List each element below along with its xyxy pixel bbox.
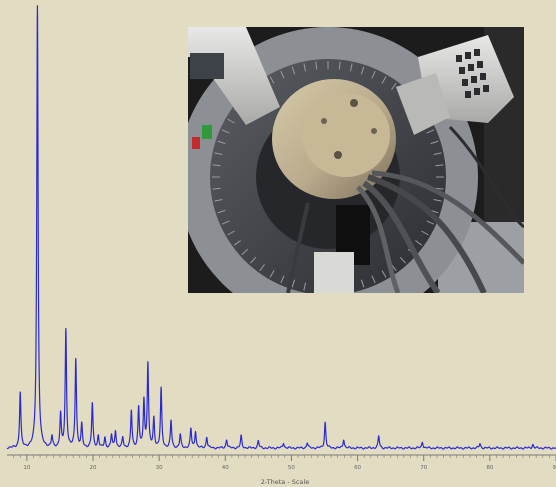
scale-tick [217, 209, 226, 214]
vent-slot [480, 73, 486, 80]
stage-cable [356, 185, 401, 293]
scale-tick [338, 61, 341, 70]
scale-tick [303, 282, 307, 291]
stage-cable [371, 170, 524, 265]
scale-tick [214, 198, 223, 202]
scale-tick [291, 279, 296, 288]
x-axis-tick-label: 40 [222, 465, 229, 471]
vent-slot [474, 49, 480, 56]
stage-cable [286, 202, 310, 293]
x-axis-tick-label: 20 [89, 465, 96, 471]
vent-slot [465, 52, 471, 59]
indicator-light [192, 137, 200, 149]
scale-tick [435, 164, 444, 167]
tube-arm [188, 27, 280, 125]
scale-tick [269, 76, 275, 84]
scale-tick [435, 187, 444, 190]
sample-stage-screw [371, 128, 377, 134]
scale-tick [371, 275, 376, 284]
scale-tick [221, 220, 230, 225]
x-axis-tick-label: 80 [486, 465, 493, 471]
detector-arm [396, 73, 450, 135]
scale-tick [250, 256, 257, 264]
vent-slot [459, 67, 465, 74]
scale-tick [421, 230, 429, 236]
scale-tick [214, 152, 223, 156]
vent-slot [465, 91, 471, 98]
scale-tick [415, 240, 423, 246]
scale-tick [269, 270, 275, 278]
scale-tick [433, 152, 442, 156]
vent-slot [483, 85, 489, 92]
diffractometer-photo [188, 27, 524, 293]
x-axis-tick-label: 70 [420, 465, 427, 471]
scale-tick [227, 118, 235, 124]
scale-tick [360, 66, 365, 75]
sample-stage-screw [334, 151, 342, 159]
scale-tick [315, 61, 318, 70]
scale-tick [391, 82, 397, 90]
x-axis-label: 2-Theta - Scale [261, 478, 309, 486]
scale-tick [433, 198, 442, 202]
x-axis-tick-label: 60 [354, 465, 361, 471]
scale-tick [399, 256, 406, 264]
stage-cable [367, 174, 487, 293]
vent-slot [474, 88, 480, 95]
scale-tick [217, 140, 226, 145]
vent-slot [462, 79, 468, 86]
detector-cable [448, 125, 524, 229]
scale-tick [280, 70, 285, 79]
scale-tick [212, 164, 221, 167]
scale-tick [426, 129, 435, 134]
sample-stage-screw [321, 118, 327, 124]
x-axis-tick-label: 50 [288, 465, 295, 471]
scale-tick [349, 63, 353, 72]
scale-tick [381, 270, 387, 278]
scale-tick [360, 279, 365, 288]
sample-stage-face [302, 93, 390, 177]
x-axis-tick-label: 10 [23, 465, 30, 471]
scale-tick [426, 220, 435, 225]
stage-cable [362, 180, 441, 293]
vent-slot [468, 64, 474, 71]
scale-tick [371, 70, 376, 79]
tube-label-panel [190, 53, 224, 79]
scale-tick [381, 76, 387, 84]
scale-tick [227, 230, 235, 236]
scale-tick [430, 140, 439, 145]
scale-tick [241, 248, 249, 255]
scale-tick [233, 240, 241, 246]
scale-tick [212, 187, 221, 190]
vent-slot [477, 61, 483, 68]
x-axis-tick-label: 90 [553, 465, 556, 471]
detector-vent-grille [456, 49, 489, 98]
vent-slot [471, 76, 477, 83]
scale-tick [280, 275, 285, 284]
scale-tick [259, 264, 265, 272]
indicator-light [202, 125, 212, 139]
scale-tick [303, 63, 307, 72]
scale-tick [291, 66, 296, 75]
mount-block-lower [314, 252, 354, 293]
x-axis-tick-label: 30 [156, 465, 163, 471]
vent-slot [456, 55, 462, 62]
scale-tick [221, 129, 230, 134]
x-axis-ticks: 10 20 30 40 50 60 70 80 90 [13, 455, 556, 471]
sample-stage-screw [350, 99, 358, 107]
diffraction-pattern-line [6, 5, 556, 450]
